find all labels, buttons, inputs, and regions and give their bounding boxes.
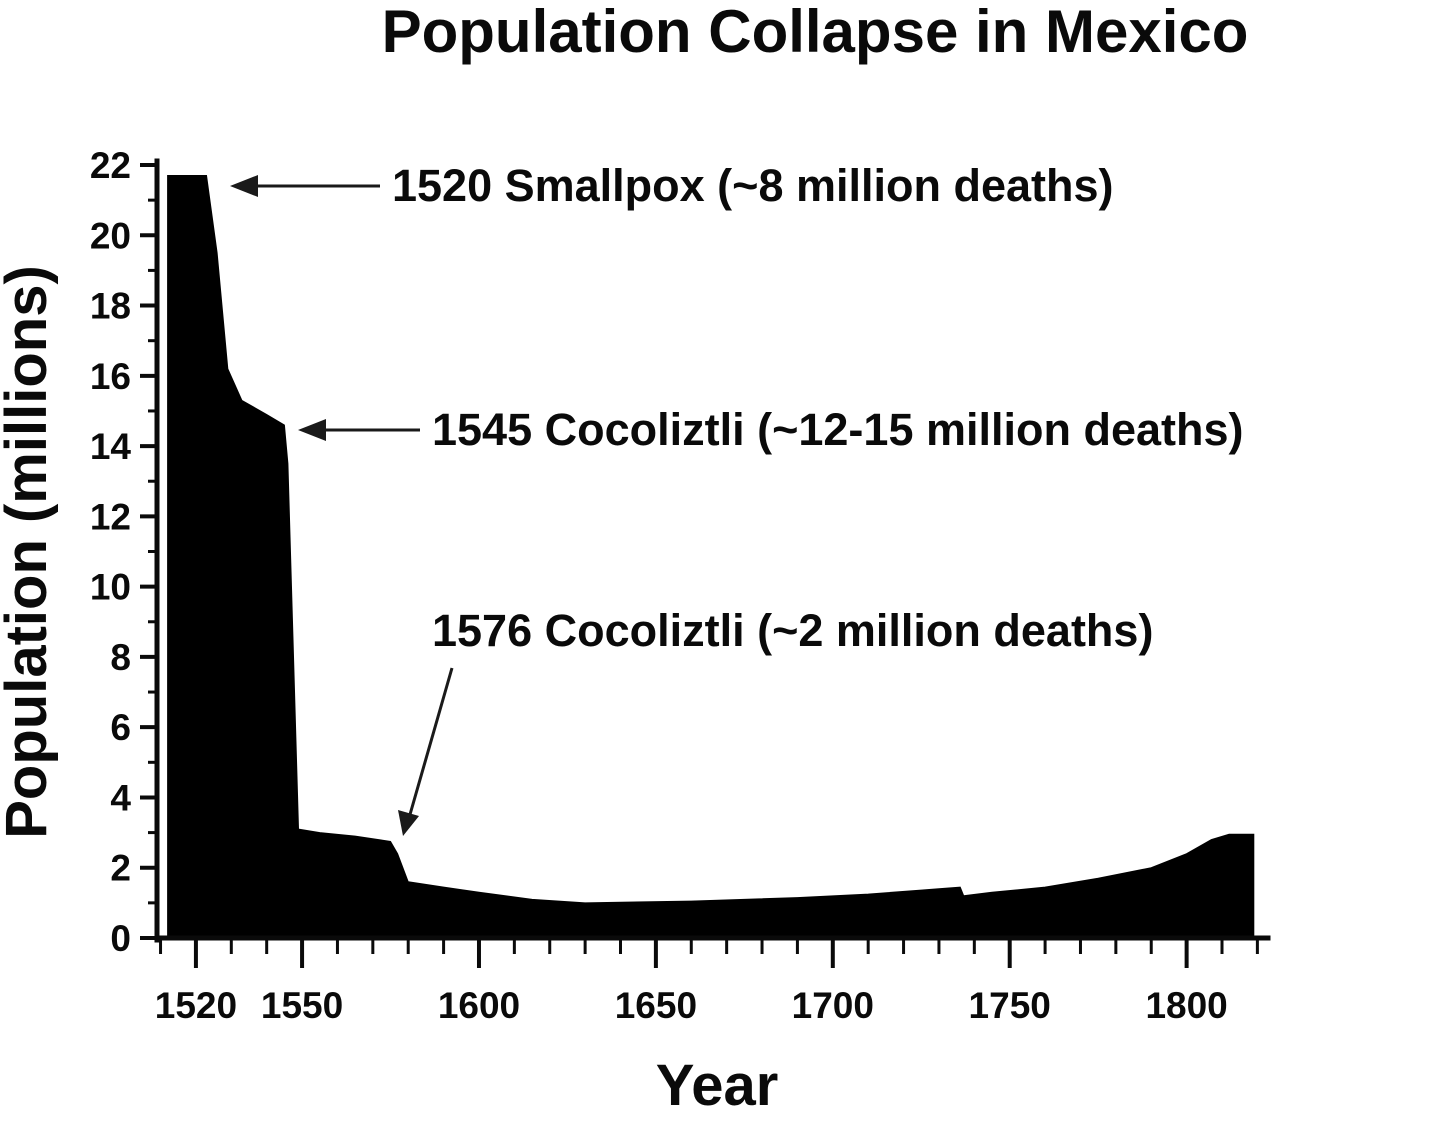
y-tick-label: 12 [90,496,131,537]
plot-area: 0 2 4 6 8 10 12 14 16 18 20 22 1520 1550 1600 1650 1700 1… [90,145,1271,1026]
annotation-arrow-head [298,419,326,441]
annotation-arrow-head [230,175,258,197]
x-tick-label: 1520 [155,985,237,1026]
chart-title: Population Collapse in Mexico [382,0,1249,65]
annotation-1576-cocoliztli: 1576 Cocoliztli (~2 million deaths) [398,605,1153,836]
y-tick-label: 20 [90,215,131,256]
y-tick-label: 6 [110,707,131,748]
y-tick-label: 8 [110,637,131,678]
annotation-label: 1545 Cocoliztli (~12-15 million deaths) [432,404,1244,455]
y-tick-label: 4 [110,777,131,818]
x-tick-label: 1750 [969,985,1051,1026]
series-area [167,175,1255,939]
annotation-1520-smallpox: 1520 Smallpox (~8 million deaths) [230,160,1114,211]
y-tick-label: 10 [90,567,131,608]
x-axis-label: Year [656,1053,779,1118]
y-axis-label: Population (millions) [0,265,59,839]
y-tick-label: 0 [110,918,131,959]
y-tick-label: 22 [90,145,131,186]
y-tick-label: 14 [90,426,132,467]
annotation-arrow-head [398,810,419,836]
x-tick-label: 1550 [261,985,343,1026]
x-tick-label: 1800 [1145,985,1227,1026]
annotation-label: 1576 Cocoliztli (~2 million deaths) [432,605,1153,656]
annotation-arrow-line [407,667,454,819]
x-tick-label: 1600 [438,985,520,1026]
annotation-label: 1520 Smallpox (~8 million deaths) [392,160,1114,211]
x-tick-label: 1650 [615,985,697,1026]
y-tick-label: 2 [110,848,131,889]
x-tick-label: 1700 [792,985,874,1026]
y-tick-label: 18 [90,286,131,327]
y-tick-label: 16 [90,356,131,397]
annotation-1545-cocoliztli: 1545 Cocoliztli (~12-15 million deaths) [298,404,1244,455]
